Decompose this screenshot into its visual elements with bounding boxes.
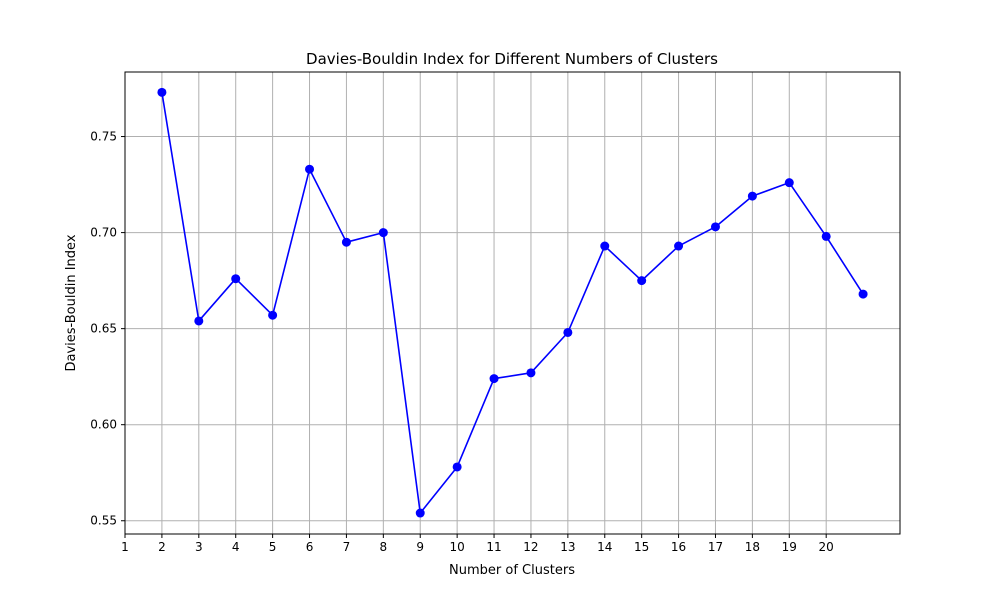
data-point xyxy=(305,164,315,174)
data-point xyxy=(784,178,794,188)
data-point xyxy=(858,289,868,299)
data-point xyxy=(710,222,720,232)
y-tick-label: 0.75 xyxy=(90,130,117,144)
tick-layer: 1 2 3 4 5 6 7 8 9 10 11 12 13 14 15 16 17 18 19 200.550.600… xyxy=(90,130,834,554)
x-tick-label: 9 xyxy=(416,540,424,554)
data-point xyxy=(747,191,757,201)
x-tick-label: 1 xyxy=(121,540,129,554)
data-point xyxy=(600,241,610,251)
x-tick-label: 18 xyxy=(745,540,760,554)
data-point xyxy=(821,231,831,241)
x-tick-label: 20 xyxy=(819,540,834,554)
x-tick-label: 12 xyxy=(523,540,538,554)
x-tick-label: 13 xyxy=(560,540,575,554)
y-tick-label: 0.70 xyxy=(90,226,117,240)
x-tick-label: 3 xyxy=(195,540,203,554)
x-tick-label: 5 xyxy=(269,540,277,554)
x-tick-label: 10 xyxy=(450,540,465,554)
y-tick-label: 0.60 xyxy=(90,418,117,432)
series-layer xyxy=(157,87,868,518)
x-tick-label: 7 xyxy=(343,540,351,554)
y-tick-label: 0.55 xyxy=(90,514,117,528)
grid-layer xyxy=(124,72,900,534)
x-tick-label: 4 xyxy=(232,540,240,554)
data-point xyxy=(674,241,684,251)
data-point xyxy=(157,87,167,97)
x-tick-label: 17 xyxy=(708,540,723,554)
x-tick-label: 2 xyxy=(158,540,166,554)
data-point xyxy=(637,276,647,286)
x-tick-label: 8 xyxy=(380,540,388,554)
y-tick-label: 0.65 xyxy=(90,322,117,336)
data-point xyxy=(526,368,536,378)
x-axis-label: Number of Clusters xyxy=(449,563,575,578)
series-line xyxy=(161,92,864,514)
data-point xyxy=(268,310,278,320)
data-point xyxy=(415,508,425,518)
x-tick-label: 6 xyxy=(306,540,314,554)
x-tick-label: 11 xyxy=(486,540,501,554)
data-point xyxy=(378,228,388,238)
x-tick-label: 15 xyxy=(634,540,649,554)
data-point xyxy=(341,237,351,247)
data-point xyxy=(231,274,241,284)
plot-frame xyxy=(124,71,901,535)
chart-title: Davies-Bouldin Index for Different Numbe… xyxy=(306,50,718,68)
data-point xyxy=(489,374,499,384)
x-tick-label: 16 xyxy=(671,540,686,554)
data-point xyxy=(563,327,573,337)
y-axis-label: Davies-Bouldin Index xyxy=(64,234,79,371)
x-tick-label: 14 xyxy=(597,540,612,554)
data-point xyxy=(194,316,204,326)
data-point xyxy=(452,462,462,472)
x-tick-label: 19 xyxy=(782,540,797,554)
